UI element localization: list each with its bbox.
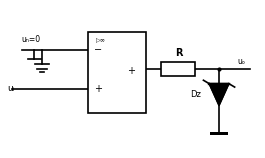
Bar — [161, 62, 195, 76]
Bar — [210, 132, 228, 135]
Text: −: − — [95, 45, 103, 55]
Text: uᵢ: uᵢ — [7, 84, 15, 93]
Text: R: R — [175, 48, 182, 58]
Polygon shape — [209, 84, 229, 105]
Text: uₙ=0: uₙ=0 — [21, 35, 40, 44]
Text: ▷∞: ▷∞ — [96, 39, 106, 44]
Text: +: + — [95, 84, 103, 94]
Text: Dᴢ: Dᴢ — [190, 90, 201, 99]
Text: +: + — [127, 66, 135, 76]
Text: uₒ: uₒ — [237, 57, 245, 66]
Bar — [88, 32, 145, 113]
